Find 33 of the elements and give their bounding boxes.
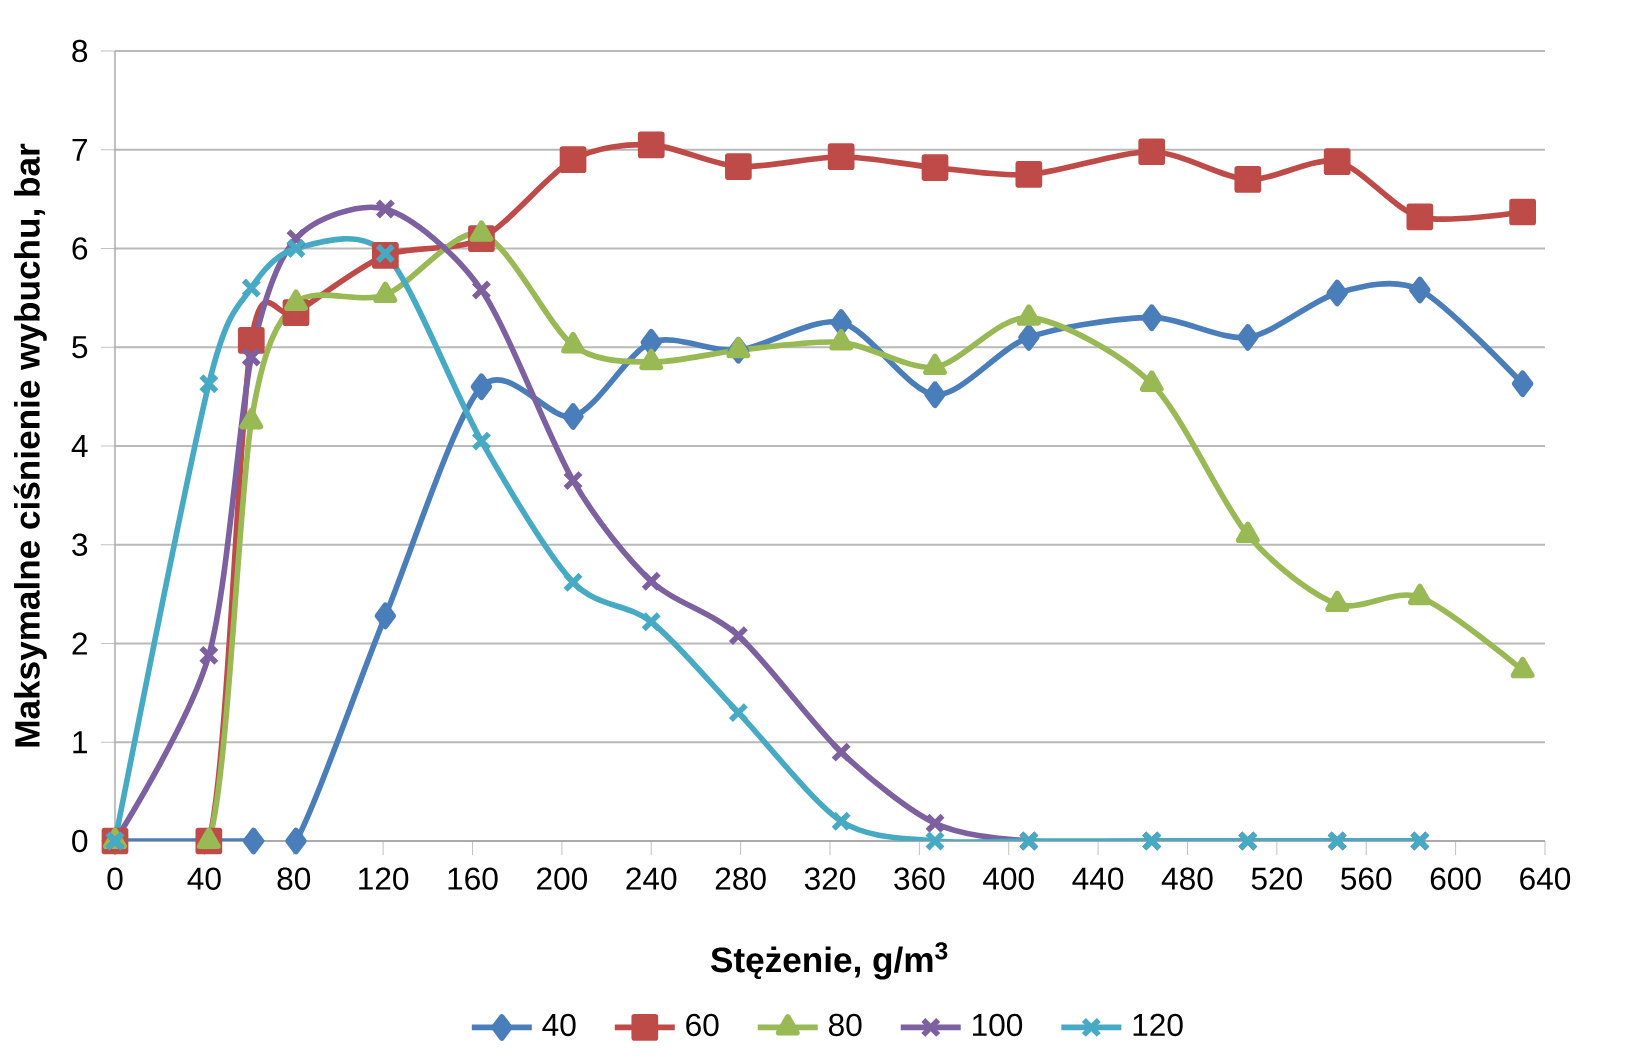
x-tick-label: 320 [804, 867, 856, 890]
x-tick-label: 640 [1520, 867, 1571, 890]
y-tick-label: 0 [72, 829, 88, 853]
x-tick-label: 360 [894, 867, 945, 890]
x-tick-label: 520 [1251, 867, 1303, 890]
x-tick-label: 80 [277, 867, 311, 890]
x-tick-label: 240 [626, 867, 677, 890]
y-tick-label: 6 [72, 237, 88, 260]
x-tick-label: 200 [537, 867, 588, 890]
x-tick-label: 480 [1161, 867, 1213, 890]
y-tick-label: 8 [72, 39, 88, 63]
y-tick-label: 7 [72, 138, 87, 161]
y-tick-label: 4 [71, 435, 88, 457]
x-tick-label: 160 [448, 867, 498, 890]
y-tick-label: 2 [72, 632, 87, 655]
x-tick-label: 120 [359, 867, 409, 890]
legend-label: 60 [686, 1013, 719, 1037]
x-tick-label: 600 [1430, 867, 1481, 890]
legend-label: 80 [828, 1013, 862, 1037]
x-tick-label: 560 [1341, 867, 1392, 890]
legend-label: 100 [973, 1013, 1023, 1037]
y-tick-label: 5 [72, 336, 88, 359]
x-tick-label: 280 [715, 867, 766, 890]
x-tick-label: 40 [187, 867, 221, 890]
x-tick-label: 400 [983, 867, 1034, 890]
legend-label: 120 [1133, 1013, 1183, 1037]
y-axis-title: Maksymalne ciśnienie wybuchu, bar [13, 143, 47, 747]
x-tick-label: 440 [1072, 867, 1124, 890]
x-tick-label: 0 [107, 867, 123, 890]
y-tick-label: 3 [72, 533, 88, 556]
legend-label: 40 [542, 1013, 576, 1037]
y-tick-label: 1 [73, 731, 87, 754]
x-axis-title: Stężenie, g/m$^{3}$ [710, 942, 948, 980]
